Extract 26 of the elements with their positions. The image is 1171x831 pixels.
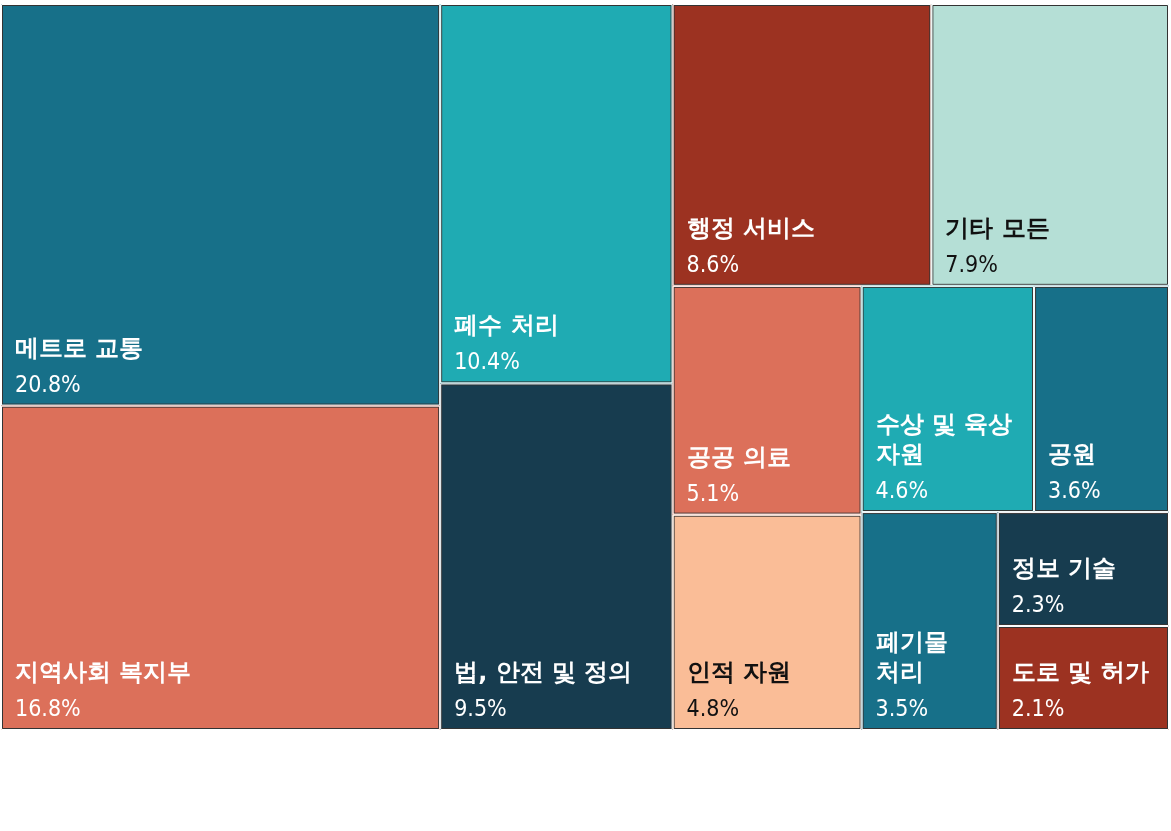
category-label: 기타 모든 — [945, 213, 1050, 242]
category-label: 공공 의료 — [686, 442, 791, 471]
category-label: 수상 및 육상 자원 — [875, 410, 1013, 469]
data-label: 3.6% — [1048, 477, 1101, 504]
data-label: 4.6% — [875, 477, 929, 504]
category-label: 법, 안전 및 정의 — [454, 658, 633, 686]
category-label: 공원 — [1048, 440, 1097, 469]
category-label: 폐수 처리 — [454, 311, 559, 340]
category-label: 메트로 교통 — [15, 333, 144, 362]
category-label: 행정 서비스 — [686, 213, 815, 242]
category-label: 도로 및 허가 — [1011, 658, 1149, 686]
data-label: 3.5% — [875, 695, 929, 721]
data-label: 20.8% — [15, 370, 81, 397]
data-label: 10.4% — [454, 348, 520, 375]
category-label: 폐기물 처리 — [875, 628, 948, 686]
data-label: 7.9% — [945, 250, 998, 277]
data-label: 4.8% — [686, 695, 740, 721]
category-label: 정보 기술 — [1011, 553, 1117, 582]
data-label: 8.6% — [686, 250, 740, 277]
data-label: 2.3% — [1011, 590, 1065, 617]
data-label: 16.8% — [15, 695, 81, 721]
data-label: 2.1% — [1011, 695, 1065, 721]
category-label: 지역사회 복지부 — [15, 658, 192, 686]
data-label: 9.5% — [454, 695, 507, 721]
data-label: 5.1% — [686, 479, 740, 506]
category-label: 인적 자원 — [686, 658, 791, 686]
